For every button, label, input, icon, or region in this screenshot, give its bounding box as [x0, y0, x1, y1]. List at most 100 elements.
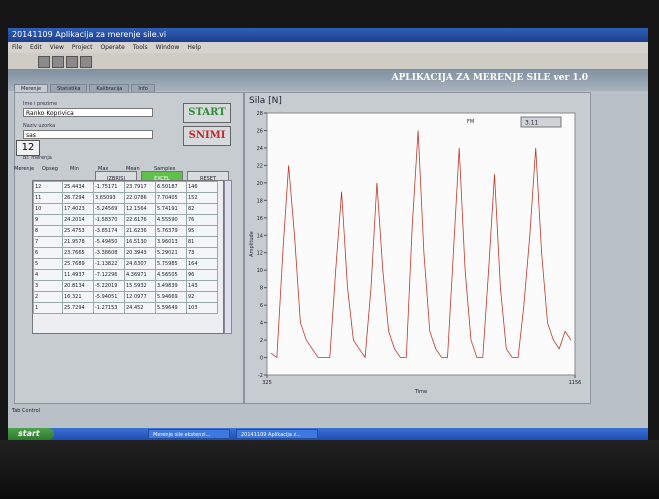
table-cell: 164	[186, 258, 218, 270]
start-button[interactable]: START	[183, 103, 231, 123]
table-row: 4 11.4937 -7.12296 4.36971 4.56505 96	[33, 269, 218, 281]
table-cell: 23.7665	[62, 247, 94, 259]
menu-item[interactable]: Help	[187, 44, 202, 51]
table-cell: 5.94669	[155, 291, 187, 303]
column-header: Max	[98, 166, 109, 172]
table-cell: 146	[186, 181, 218, 193]
counter-label: Br. merenja	[23, 155, 52, 161]
chart-title: Sila [N]	[249, 96, 282, 106]
menu-item[interactable]: Window	[155, 44, 180, 51]
table-cell: -5.94051	[93, 291, 125, 303]
y-tick-label: 24	[257, 146, 263, 152]
y-tick-label: 26	[257, 128, 263, 134]
table-cell: 1	[33, 302, 63, 314]
force-line	[270, 130, 572, 359]
scrollbar[interactable]	[224, 180, 232, 334]
table-row: 12 25.4434 -1.75171 23.7917 6.50187 146	[33, 181, 218, 193]
table-cell: 3.49839	[155, 280, 187, 292]
task-button[interactable]: 20141109 Aplikacija z...	[236, 429, 318, 439]
table-cell: 11	[33, 192, 63, 204]
table-cell: 95	[186, 225, 218, 237]
table-cell: 4.55590	[155, 214, 187, 226]
table-cell: 10	[33, 203, 63, 215]
menu-item[interactable]: View	[49, 44, 64, 51]
table-cell: 4	[33, 269, 63, 281]
status-text: Tab Control	[12, 408, 41, 414]
table-cell: 15.5932	[124, 280, 156, 292]
table-cell: 16.321	[62, 291, 94, 303]
table-cell: 16.5130	[124, 236, 156, 248]
table-cell: 5.75985	[155, 258, 187, 270]
table-cell: 25.4753	[62, 225, 94, 237]
table-row: 1 25.7294 -1.27153 24.452 5.59649 103	[33, 302, 218, 314]
screen: 20141109 Aplikacija za merenje sile.vi F…	[8, 28, 648, 440]
table-row: 8 25.4753 -3.85174 21.6236 5.76379 95	[33, 225, 218, 237]
fm-label: FM	[467, 119, 474, 125]
field-label: Ime i prezime	[23, 101, 58, 107]
table-cell: 21.6236	[124, 225, 156, 237]
table-cell: 25.7294	[62, 302, 94, 314]
table-cell: 5.59649	[155, 302, 187, 314]
run-continuous-button[interactable]	[52, 56, 64, 68]
window-title: 20141109 Aplikacija za merenje sile.vi	[8, 28, 648, 42]
menu-item[interactable]: File	[12, 44, 23, 51]
sample-input[interactable]: sas	[23, 130, 153, 139]
table-cell: 7	[33, 236, 63, 248]
table-cell: -5.22019	[93, 280, 125, 292]
table-cell: 22.0786	[124, 192, 156, 204]
table-row: 3 20.8134 -5.22019 15.5932 3.49839 143	[33, 280, 218, 292]
counter-value: 12	[16, 140, 40, 156]
table-cell: 152	[186, 192, 218, 204]
name-input[interactable]: Ranko Koprivica	[23, 108, 153, 117]
taskbar: start Merenje sile ekstenzi... 20141109 …	[8, 428, 648, 440]
table-cell: 76	[186, 214, 218, 226]
table-cell: 17.4023	[62, 203, 94, 215]
table-row: 9 24.2014 -1.58370 22.6176 4.55590 76	[33, 214, 218, 226]
y-tick-label: 22	[257, 163, 263, 169]
table-cell: 7.70405	[155, 192, 187, 204]
run-button[interactable]	[38, 56, 50, 68]
table-cell: 4.56505	[155, 269, 187, 281]
menu-item[interactable]: Edit	[30, 44, 42, 51]
table-cell: 3.96013	[155, 236, 187, 248]
table-cell: 22.6176	[124, 214, 156, 226]
column-header: Min	[70, 166, 79, 172]
table-cell: 73	[186, 247, 218, 259]
header-bar: APLIKACIJA ZA MERENJE SILE ver 1.0	[8, 69, 648, 91]
table-cell: 92	[186, 291, 218, 303]
table-cell: 5	[33, 258, 63, 270]
y-tick-label: 14	[257, 233, 263, 239]
app-title: APLIKACIJA ZA MERENJE SILE ver 1.0	[391, 73, 588, 83]
table-cell: 25.7689	[62, 258, 94, 270]
table-cell: 11.4937	[62, 269, 94, 281]
table-cell: 12.1564	[124, 203, 156, 215]
table-cell: -3.38608	[93, 247, 125, 259]
pause-button[interactable]	[80, 56, 92, 68]
save-button[interactable]: SNIMI	[183, 126, 231, 146]
table-cell: 6.50187	[155, 181, 187, 193]
x-tick-label: 325	[262, 380, 272, 386]
table-row: 5 25.7689 -1.13822 24.6307 5.75985 164	[33, 258, 218, 270]
table-row: 6 23.7665 -3.38608 20.3943 5.29021 73	[33, 247, 218, 259]
menu-bar: File Edit View Project Operate Tools Window Hel…	[8, 42, 648, 53]
y-tick-label: 12	[257, 251, 263, 257]
abort-button[interactable]	[66, 56, 78, 68]
x-axis-label: Time	[414, 389, 427, 395]
menu-item[interactable]: Tools	[132, 44, 148, 51]
fm-box	[520, 116, 562, 128]
start-menu[interactable]: start	[8, 428, 54, 440]
table-cell: -7.12296	[93, 269, 125, 281]
column-header: Mean	[126, 166, 140, 172]
table-cell: 103	[186, 302, 218, 314]
column-header: Merenje	[14, 166, 35, 172]
task-button[interactable]: Merenje sile ekstenzi...	[148, 429, 230, 439]
y-tick-label: 16	[257, 216, 263, 222]
table-header: Merenje Opseg Min Max Mean Samples	[14, 166, 182, 172]
menu-item[interactable]: Project	[71, 44, 93, 51]
plot-area	[266, 112, 576, 376]
table-cell: -1.75171	[93, 181, 125, 193]
menu-item[interactable]: Operate	[100, 44, 125, 51]
y-tick-label: 4	[260, 321, 263, 327]
y-tick-label: 10	[257, 268, 263, 274]
